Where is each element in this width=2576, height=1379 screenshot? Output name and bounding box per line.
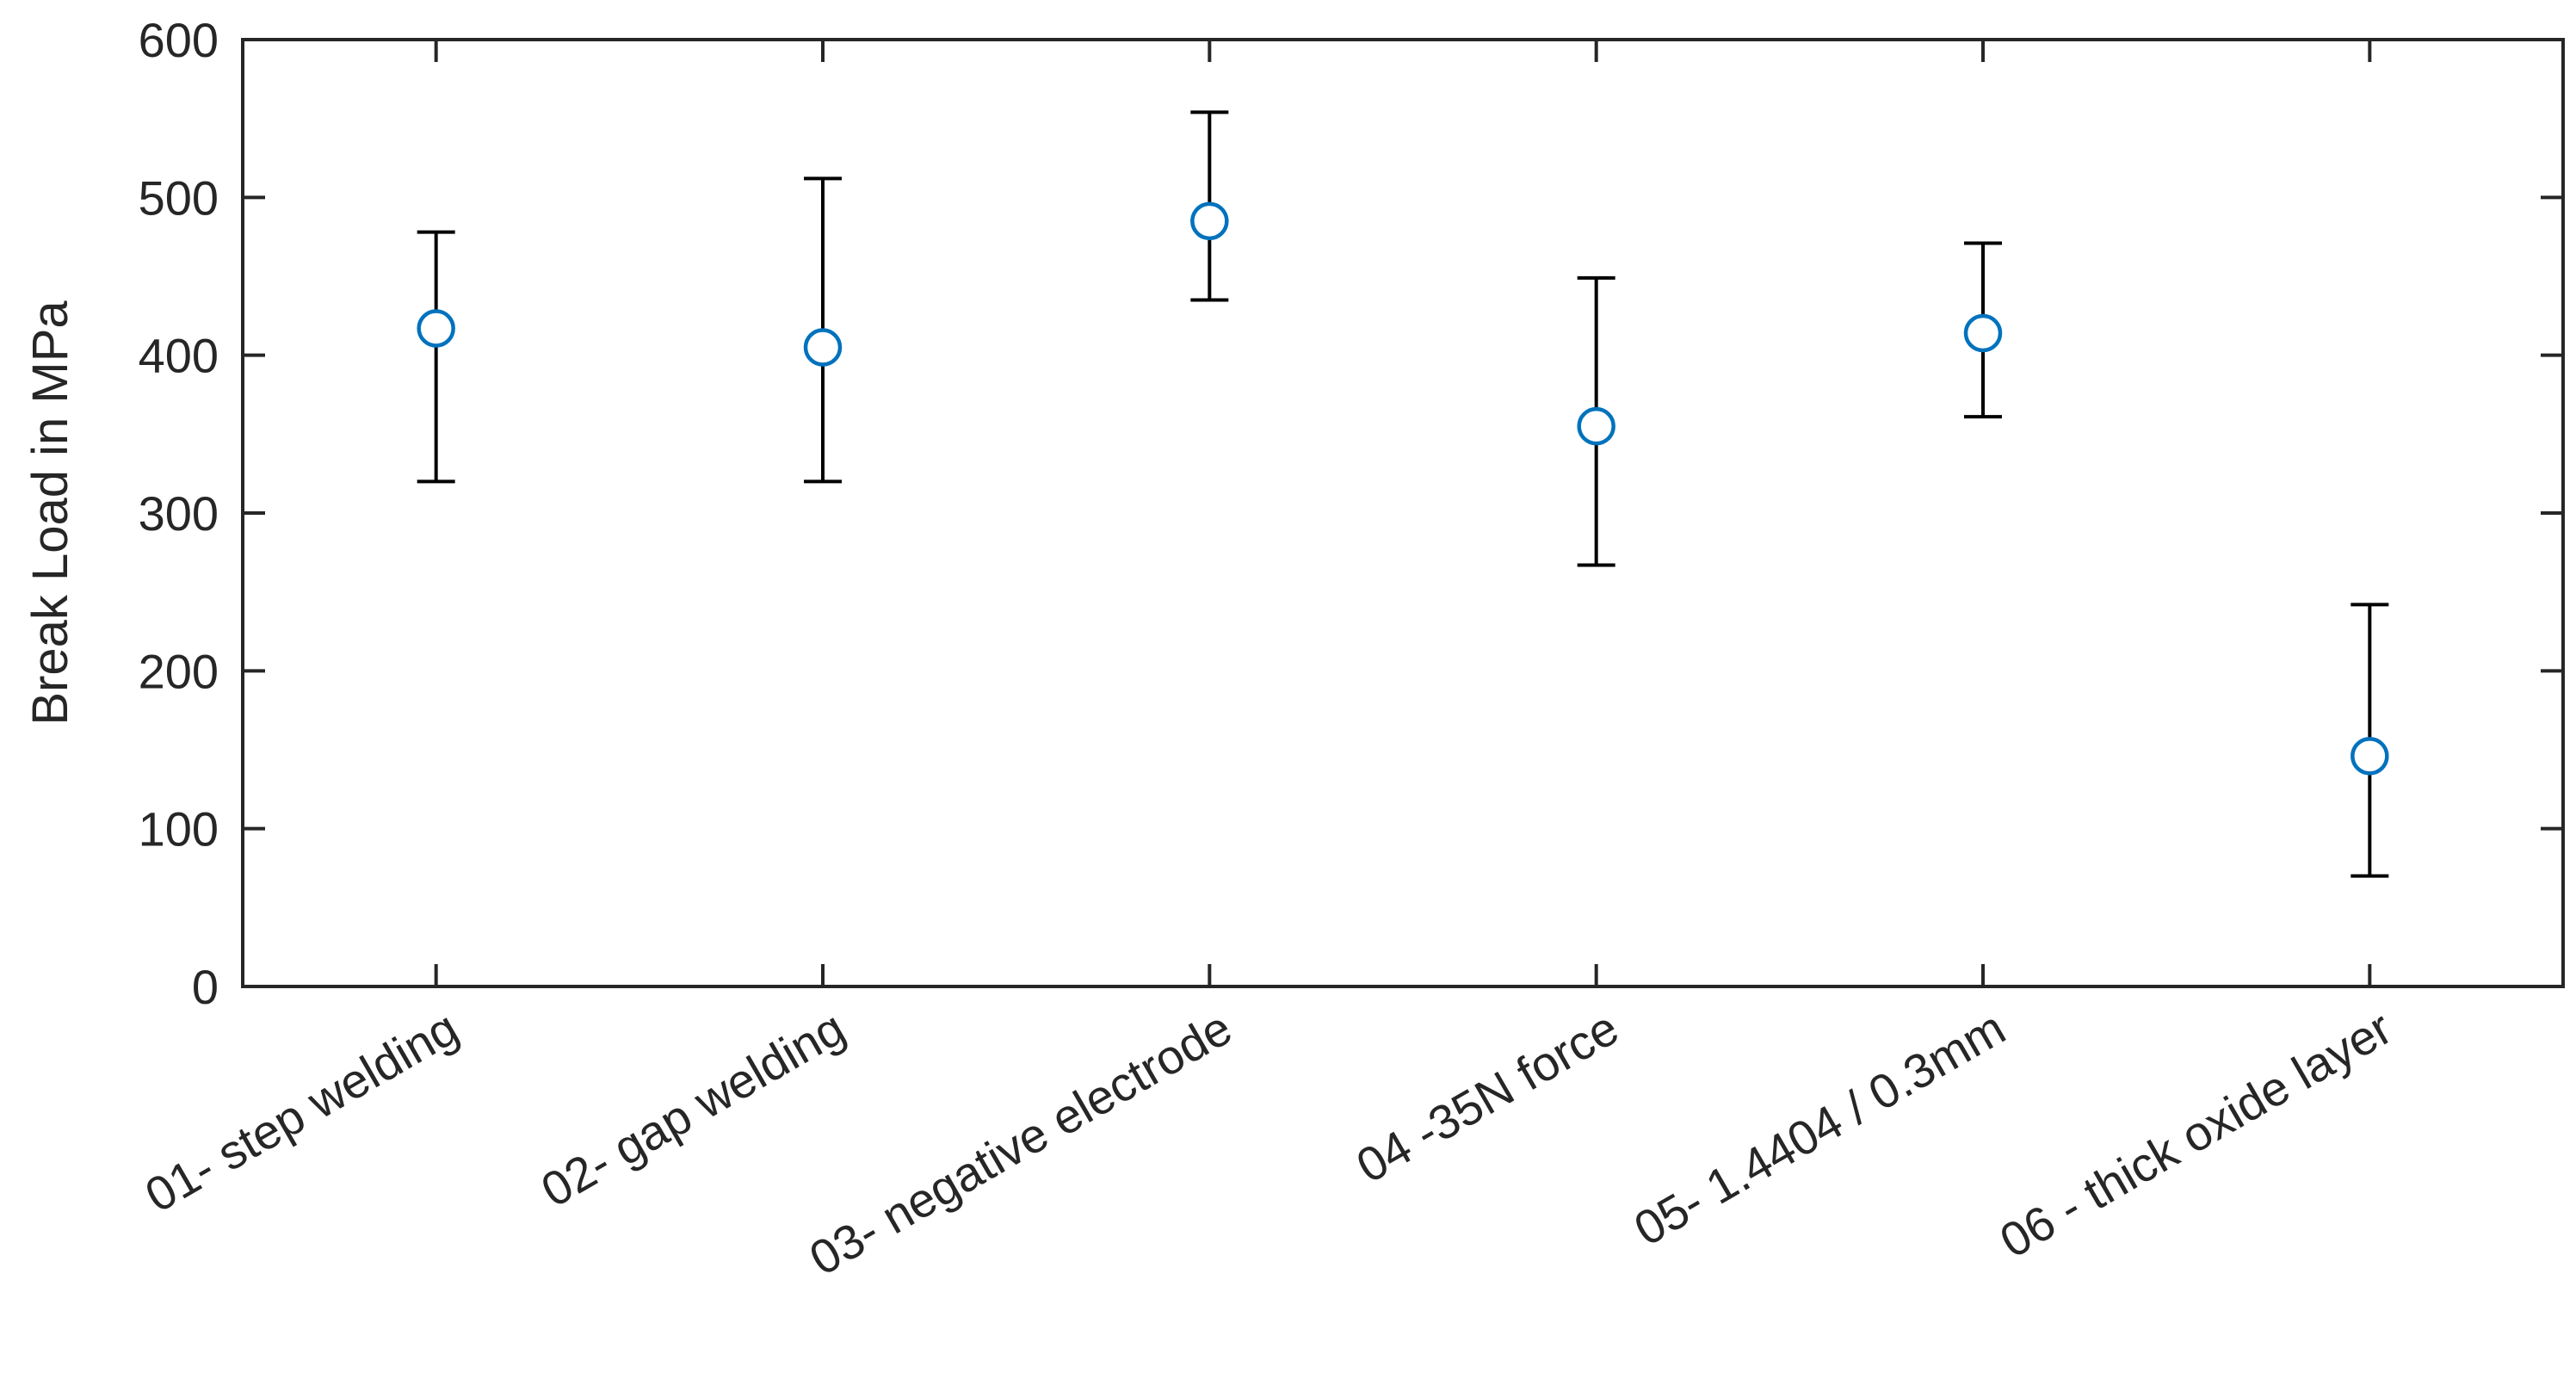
axes-box bbox=[241, 38, 2565, 988]
y-axis-label: Break Load in MPa bbox=[22, 300, 78, 726]
y-tick-label: 100 bbox=[139, 802, 219, 856]
data-point bbox=[1577, 406, 1615, 446]
x-tick-label: 03- negative electrode bbox=[800, 1000, 1240, 1286]
x-tick-label: 06 - thick oxide layer bbox=[1991, 1000, 2400, 1268]
data-point bbox=[1963, 313, 2003, 353]
y-tick-label: 400 bbox=[139, 329, 219, 383]
y-tick-label: 600 bbox=[139, 13, 219, 67]
data-point bbox=[1190, 201, 1229, 241]
y-tick-label: 200 bbox=[139, 644, 219, 698]
data-point bbox=[417, 309, 455, 348]
y-axis: 0 100 200 300 400 500 600 bbox=[139, 13, 2563, 1014]
data-point bbox=[2351, 737, 2389, 776]
x-tick-label: 02- gap welding bbox=[532, 1000, 854, 1217]
x-tick-label: 04 -35N force bbox=[1347, 1000, 1627, 1193]
y-tick-label: 500 bbox=[139, 170, 219, 225]
data-markers bbox=[417, 201, 2389, 776]
x-tick-label: 01- step welding bbox=[136, 1000, 467, 1222]
y-tick-label: 0 bbox=[192, 960, 219, 1014]
plot-area bbox=[243, 40, 2563, 986]
y-tick-label: 300 bbox=[139, 486, 219, 541]
data-point bbox=[803, 328, 843, 367]
x-tick-label: 05- 1.4404 / 0.3mm bbox=[1625, 1000, 2014, 1256]
